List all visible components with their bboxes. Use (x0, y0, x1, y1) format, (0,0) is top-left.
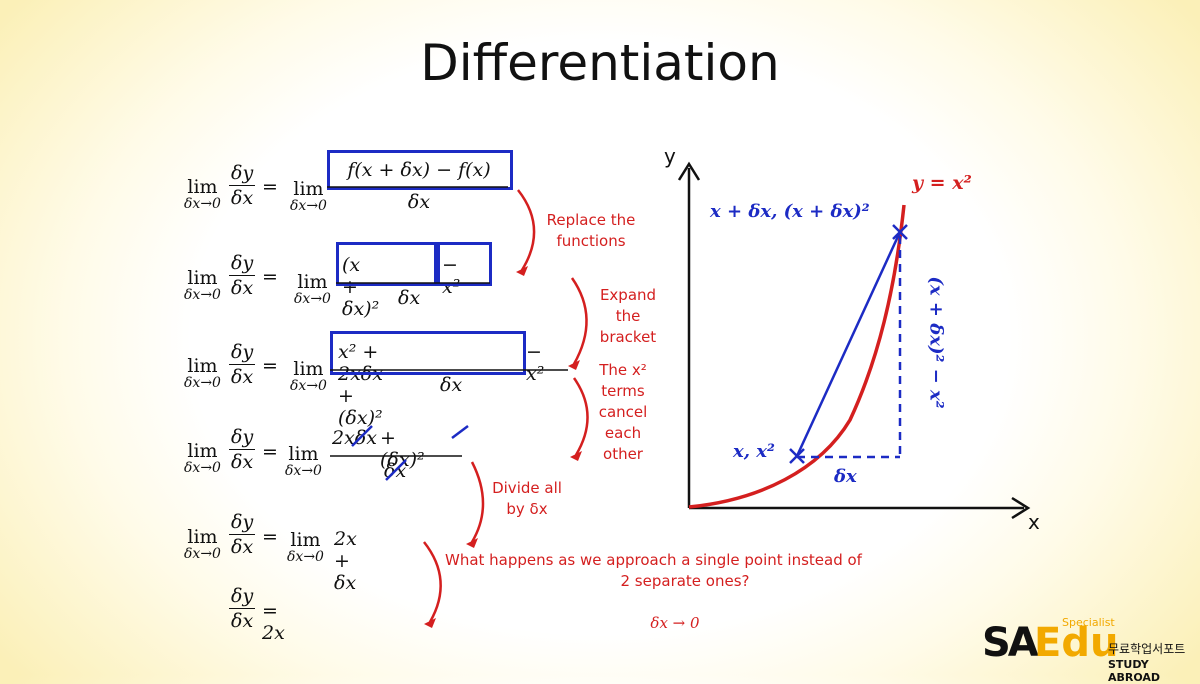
cancel-strike (451, 425, 469, 439)
arrow-approach (423, 541, 442, 623)
rise-label: (x + δx)² − x² (925, 276, 947, 409)
lower-point-label: x, x² (733, 441, 775, 462)
arrow-cancel (572, 377, 589, 456)
step-arrows (423, 189, 589, 623)
parabola-curve (688, 204, 906, 509)
curve-equation-label: y = x² (912, 172, 972, 194)
arrow-expand (570, 277, 588, 365)
limit-operator: lim δx→0 (184, 176, 221, 212)
highlight-box-expanded-terms (330, 331, 526, 375)
note-expand-bracket: Expand the bracket (599, 286, 657, 346)
x-axis-label: x (1028, 510, 1040, 534)
arrow-replace (517, 189, 536, 271)
note-approach-line2: 2 separate ones? (620, 572, 750, 590)
page-title: Differentiation (420, 34, 780, 92)
saedu-logo: SA Edu Specialist 무료학업서포트 STUDY ABROAD (982, 616, 1186, 684)
point-markers (789, 224, 908, 464)
highlight-box-minus-x2 (434, 242, 492, 286)
dy-dx-fraction: δy δx (229, 162, 256, 209)
highlight-box-function (327, 150, 513, 190)
note-approach-line1: What happens as we approach a single poi… (445, 551, 862, 569)
cancel-strike (351, 425, 373, 447)
x-axis-arrow (1011, 496, 1031, 520)
delta-x-limit: δx → 0 (650, 614, 700, 632)
highlight-box-expansion (336, 242, 440, 286)
cancel-strike (385, 459, 407, 481)
y-axis-arrow (677, 161, 701, 181)
y-axis-label: y (664, 144, 676, 168)
note-replace-functions: Replace the functions (546, 211, 636, 250)
upper-point-label: x + δx, (x + δx)² (710, 201, 870, 222)
arrow-heads (424, 266, 582, 628)
limit-operator: lim δx→0 (290, 178, 327, 214)
difference-quotient: f(x + δx) − f(x) δx (347, 159, 491, 213)
note-x2-cancel: The x² terms cancel each other (598, 361, 648, 463)
secant-line (795, 231, 902, 457)
run-label: δx (834, 466, 857, 487)
graph-axes (677, 161, 1031, 520)
note-divide: Divide all by δx (492, 479, 562, 518)
arrow-divide (470, 461, 485, 543)
